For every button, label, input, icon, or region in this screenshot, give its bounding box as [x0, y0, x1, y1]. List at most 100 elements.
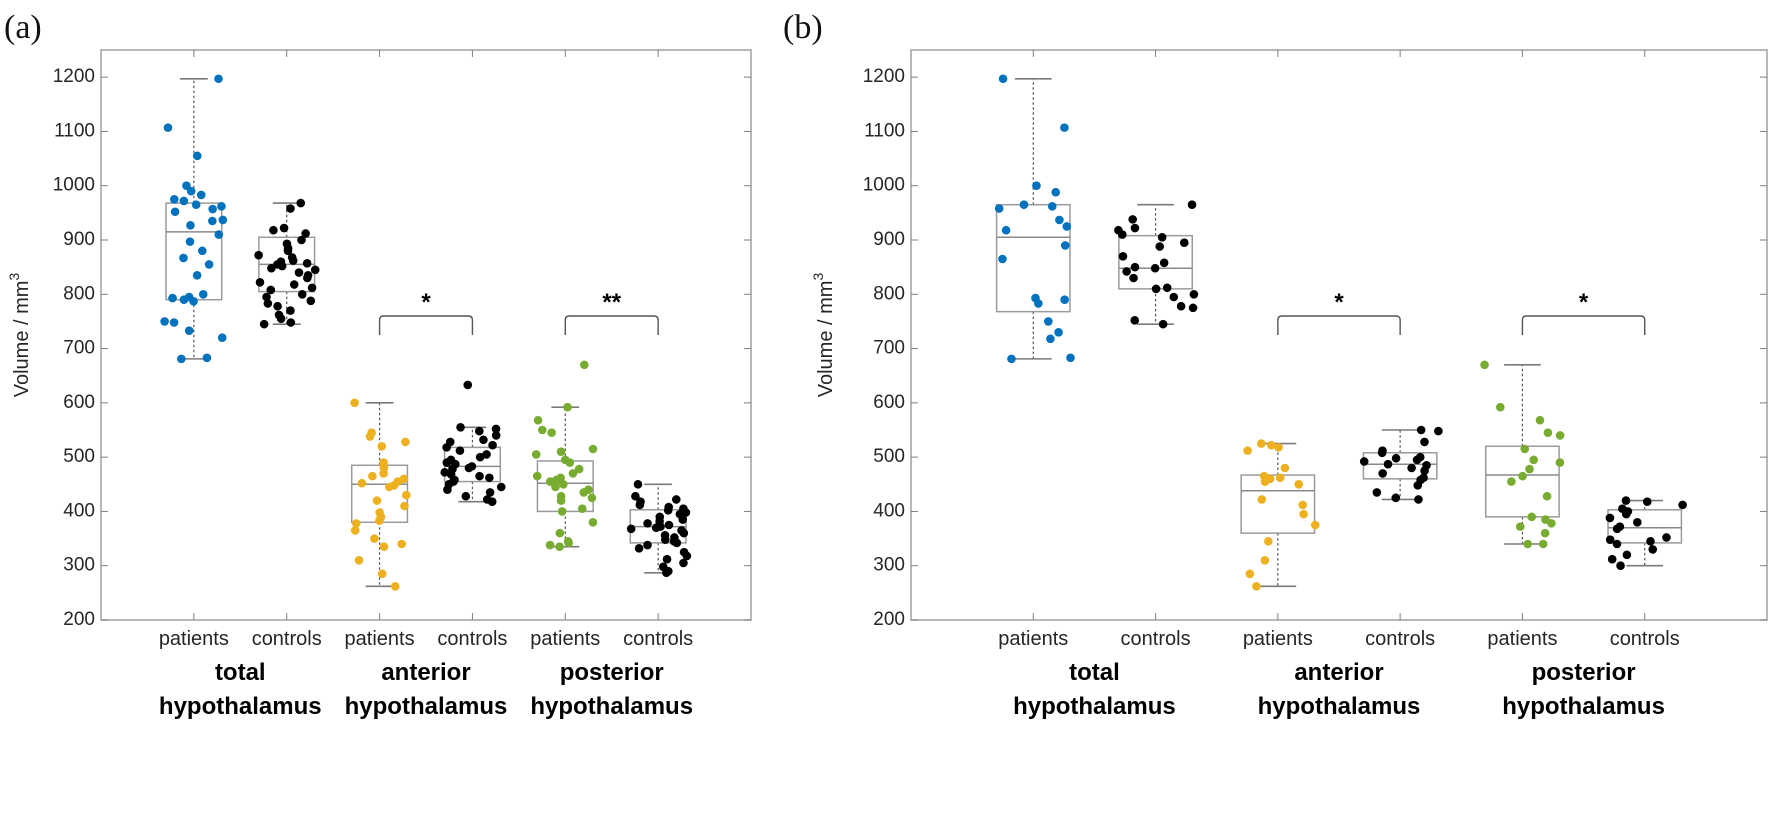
data-point: [283, 246, 293, 256]
box-series: [350, 398, 411, 591]
axes-frame: [100, 49, 752, 621]
data-point: [1662, 533, 1671, 542]
y-tick-label: 400: [873, 500, 905, 521]
data-point: [1612, 539, 1622, 549]
data-point: [633, 479, 643, 489]
data-point: [485, 488, 495, 497]
data-point: [163, 123, 173, 132]
data-point: [1130, 316, 1140, 325]
data-point: [198, 289, 208, 299]
data-point: [377, 569, 387, 579]
data-point: [379, 469, 388, 478]
data-point: [354, 555, 364, 565]
data-point: [289, 280, 299, 289]
data-point: [475, 426, 484, 436]
data-point: [1605, 535, 1615, 544]
data-point: [461, 491, 471, 501]
data-point: [390, 582, 400, 591]
data-point: [455, 446, 465, 455]
data-point: [1414, 495, 1423, 504]
y-tick-label: 700: [873, 338, 905, 359]
data-point: [568, 469, 578, 478]
data-point: [1245, 569, 1255, 579]
data-point: [1054, 327, 1063, 337]
data-point: [179, 295, 189, 305]
group-label-line2: hypothalamus: [159, 693, 322, 720]
box-series: [1240, 439, 1320, 591]
data-point: [1607, 554, 1617, 564]
data-point: [475, 471, 484, 481]
box-iqr: [1362, 452, 1438, 480]
y-tick-label: 800: [63, 283, 95, 304]
data-point: [1130, 223, 1140, 233]
axes-frame: [910, 49, 1768, 621]
data-point: [377, 441, 387, 451]
data-point: [1260, 555, 1270, 565]
group-label-line1: total: [1069, 659, 1120, 686]
data-point: [296, 198, 306, 208]
data-point: [263, 299, 273, 308]
data-point: [350, 398, 359, 408]
x-tick-label: controls: [1121, 628, 1191, 650]
data-point: [1621, 509, 1631, 519]
data-point: [491, 424, 501, 434]
y-tick-label: 800: [873, 283, 905, 304]
data-point: [1179, 238, 1189, 248]
box-series: [994, 74, 1075, 364]
y-tick-label: 900: [873, 229, 905, 250]
data-point: [994, 204, 1004, 213]
x-tick-label: controls: [437, 628, 507, 650]
data-point: [1128, 215, 1137, 224]
panel-label: (b): [783, 9, 823, 46]
data-point: [372, 496, 382, 505]
data-point: [1019, 200, 1029, 210]
box-series: [1605, 496, 1687, 571]
data-point: [998, 74, 1008, 84]
data-point: [204, 260, 214, 269]
data-point: [1420, 466, 1429, 476]
data-point: [1605, 513, 1615, 523]
data-point: [1280, 463, 1290, 473]
data-point: [663, 506, 673, 515]
data-point: [259, 319, 269, 329]
data-point: [400, 501, 409, 511]
data-point: [1547, 519, 1556, 528]
group-label-line2: hypothalamus: [345, 693, 508, 720]
data-point: [217, 333, 227, 343]
data-point: [651, 523, 661, 533]
group-label-line1: anterior: [1294, 659, 1383, 686]
y-tick-label: 600: [873, 392, 905, 413]
data-point: [1257, 439, 1266, 448]
data-point: [294, 268, 304, 277]
group-label-line1: anterior: [381, 659, 470, 686]
data-point: [1001, 225, 1011, 235]
box-series: [440, 380, 506, 506]
data-point: [563, 402, 572, 412]
x-tick-label: patients: [1243, 628, 1313, 650]
data-point: [168, 293, 177, 303]
data-point: [254, 250, 263, 260]
data-point: [1555, 458, 1565, 467]
data-point: [556, 447, 566, 457]
data-point: [631, 491, 640, 501]
data-point: [1612, 524, 1622, 534]
data-point: [286, 318, 296, 327]
data-point: [192, 270, 202, 280]
data-point: [286, 204, 295, 213]
box-iqr: [995, 203, 1071, 313]
data-point: [262, 292, 271, 302]
data-point: [297, 289, 307, 299]
data-point: [635, 500, 645, 510]
chart-panel-a: (a) 200 300 400 500 600 700 800 900 1000 1100 1200 V…: [4, 9, 752, 720]
data-point: [1122, 267, 1131, 276]
data-point: [1413, 481, 1423, 490]
group-label-line1: posterior: [1532, 659, 1636, 686]
data-point: [1157, 232, 1167, 242]
data-point: [443, 485, 452, 495]
data-point: [1527, 512, 1537, 522]
data-point: [626, 524, 636, 534]
data-point: [365, 432, 375, 441]
data-point: [279, 223, 289, 233]
data-point: [643, 540, 652, 550]
data-point: [664, 520, 674, 530]
